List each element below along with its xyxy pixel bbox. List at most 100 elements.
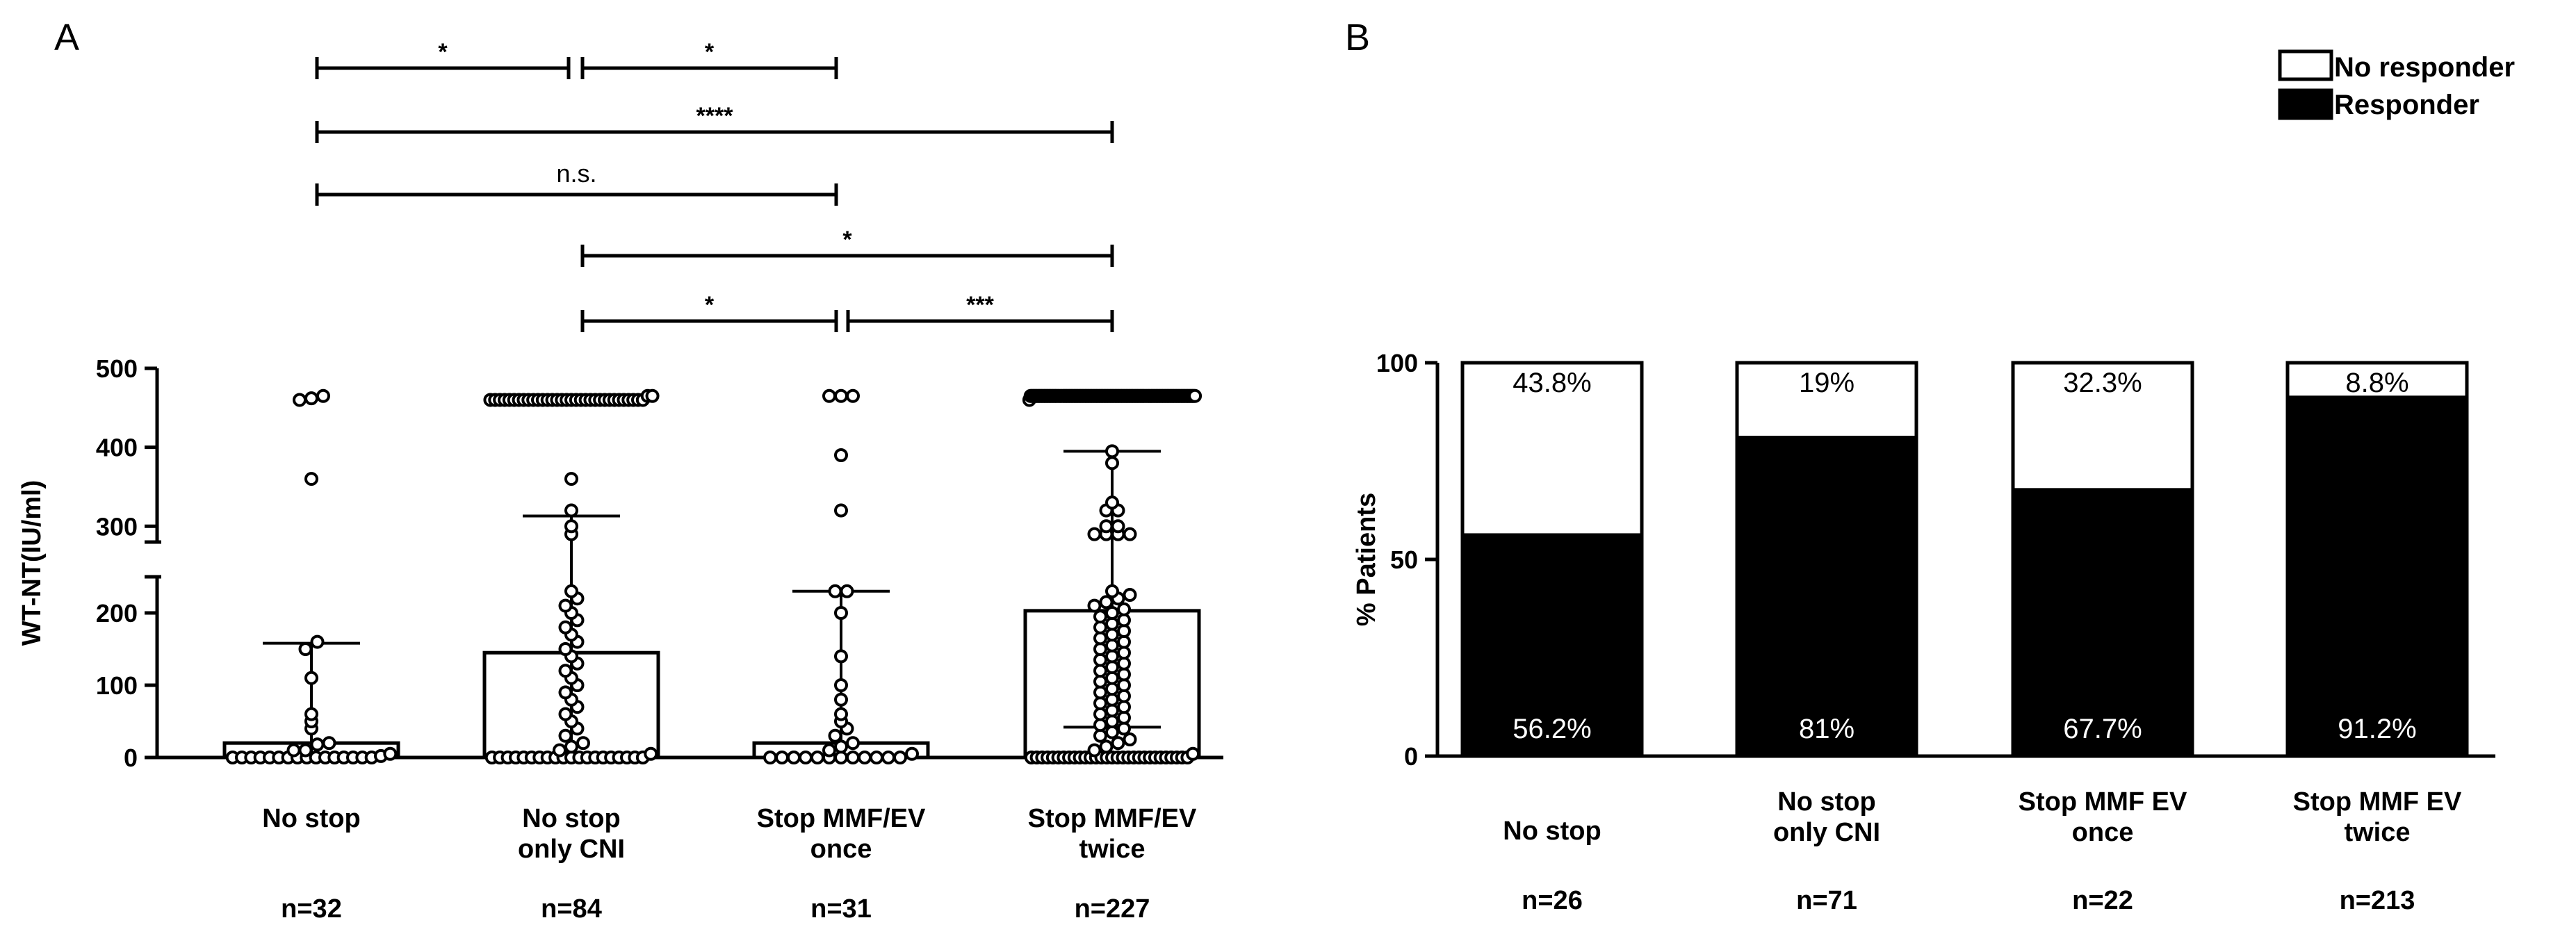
data-point <box>846 388 860 403</box>
significance-label: * <box>705 39 715 65</box>
data-label-no-responder: 19% <box>1799 368 1854 398</box>
data-point <box>1105 444 1119 459</box>
data-point <box>1123 732 1137 746</box>
data-label-responder: 81% <box>1799 714 1854 744</box>
n-label: n=22 <box>2072 886 2133 915</box>
data-label-no-responder: 43.8% <box>1513 368 1591 398</box>
bar-no-responder <box>2011 361 2194 492</box>
data-point <box>564 519 578 534</box>
significance-label: **** <box>696 103 734 129</box>
data-point <box>1117 646 1131 660</box>
legend-swatch-no-responder <box>2278 49 2333 81</box>
y-tick-label: 0 <box>124 744 138 772</box>
data-point <box>316 388 330 403</box>
bar-no-responder <box>1735 361 1918 440</box>
data-point <box>298 743 313 757</box>
data-point <box>1117 613 1131 628</box>
data-label-no-responder: 32.3% <box>2063 368 2142 398</box>
data-point <box>834 707 848 721</box>
data-point <box>840 584 854 598</box>
data-point <box>564 584 578 598</box>
x-category-label: No stop only CNI <box>1773 787 1880 847</box>
data-point <box>1099 519 1114 534</box>
significance-label: * <box>842 227 852 253</box>
panel-a-letter: A <box>54 17 79 58</box>
bar-responder <box>1460 533 1644 758</box>
data-point <box>1093 685 1107 700</box>
data-point <box>564 503 578 518</box>
data-point <box>383 746 398 761</box>
data-point <box>310 737 325 752</box>
data-point <box>322 736 336 751</box>
data-point <box>834 739 848 754</box>
n-label: n=26 <box>1522 886 1583 915</box>
chart-b-stacked-bar: 0 50 100 % Patients 43.8% 56.2% 19% 81% 32.3% 67.… <box>1352 49 2515 915</box>
data-point <box>1099 595 1114 609</box>
data-point <box>1188 388 1203 403</box>
data-point <box>834 503 848 518</box>
data-point <box>558 728 573 743</box>
data-point <box>1117 667 1131 682</box>
y-tick-label: 400 <box>96 434 138 462</box>
legend-label-responder: Responder <box>2334 90 2479 120</box>
data-label-responder: 56.2% <box>1513 714 1591 744</box>
data-point <box>1111 736 1125 751</box>
data-point <box>834 388 848 403</box>
y-tick-label: 100 <box>1376 349 1418 377</box>
data-point <box>558 642 573 656</box>
data-point <box>553 743 566 757</box>
data-point <box>893 751 907 764</box>
n-label: n=213 <box>2340 886 2415 915</box>
data-point <box>810 751 824 764</box>
bar-no-responder <box>1460 361 1644 537</box>
x-category-label: Stop MMF EV twice <box>2293 787 2462 847</box>
data-point <box>1111 519 1125 534</box>
n-label: n=31 <box>810 894 872 924</box>
y-tick-label: 300 <box>96 512 138 541</box>
y-axis-title: WT-NT(IU/ml) <box>17 480 47 646</box>
data-point <box>1093 728 1107 743</box>
legend-label-no-responder: No responder <box>2334 52 2515 83</box>
x-category-label: No stop only CNI <box>518 804 625 864</box>
data-point <box>834 448 848 462</box>
data-point <box>1123 527 1137 541</box>
data-point <box>645 388 660 403</box>
significance-label: n.s. <box>556 159 596 188</box>
data-point <box>870 751 883 764</box>
data-point <box>558 664 573 678</box>
significance-label: * <box>705 292 715 318</box>
y-tick-label: 200 <box>96 599 138 628</box>
data-point <box>828 728 842 743</box>
bar-responder <box>1735 436 1918 758</box>
data-point <box>1087 598 1102 613</box>
data-point <box>1186 746 1200 761</box>
data-point <box>304 707 318 721</box>
data-point <box>558 685 573 700</box>
data-point <box>304 472 318 486</box>
bar-responder <box>2011 488 2194 758</box>
data-point <box>576 736 590 751</box>
data-point <box>1105 606 1119 620</box>
data-point <box>564 472 578 486</box>
data-point <box>787 751 801 764</box>
n-label: n=227 <box>1075 894 1150 924</box>
y-tick-label: 0 <box>1404 742 1418 771</box>
data-point <box>1093 631 1107 646</box>
data-point <box>799 751 813 764</box>
data-point <box>644 746 658 761</box>
data-point <box>298 642 313 656</box>
data-point <box>1105 649 1119 664</box>
data-point <box>1087 743 1102 757</box>
data-point <box>1093 609 1107 624</box>
x-category-label: Stop MMF/EV once <box>757 804 926 864</box>
data-point <box>1117 710 1131 725</box>
data-point <box>1123 588 1137 602</box>
data-point <box>1093 664 1107 678</box>
data-point <box>822 388 836 403</box>
data-point <box>1087 527 1102 541</box>
data-point <box>304 671 318 685</box>
data-point <box>293 393 307 407</box>
data-point <box>822 743 836 757</box>
data-point <box>775 751 789 764</box>
data-point <box>1105 628 1119 642</box>
